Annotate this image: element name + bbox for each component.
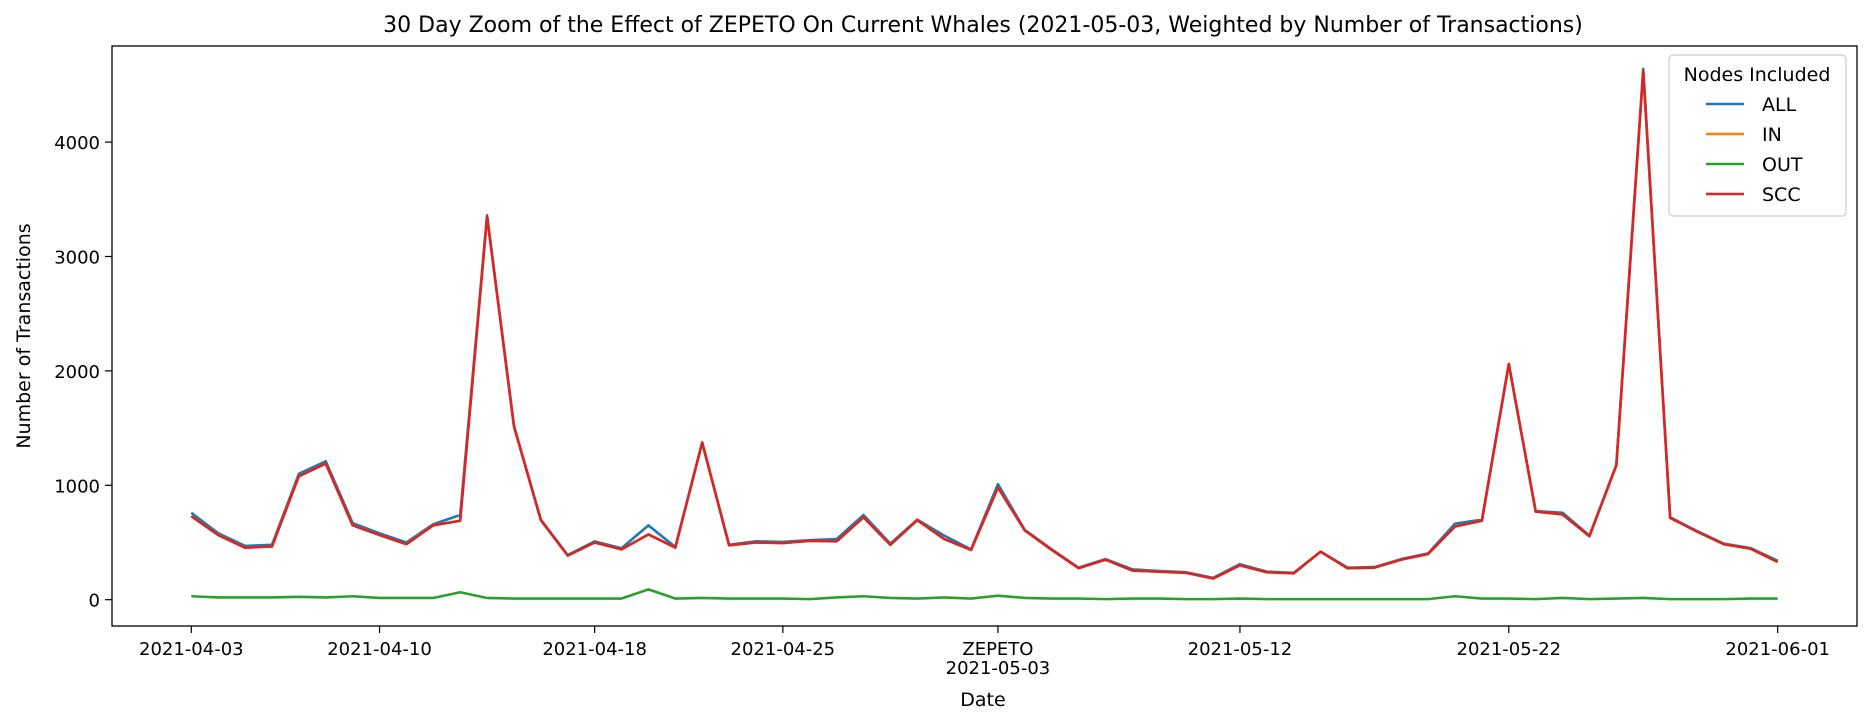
x-tick-label: 2021-06-01 [1725, 639, 1830, 660]
y-tick-label: 1000 [54, 476, 100, 497]
legend-title: Nodes Included [1684, 64, 1831, 86]
x-tick-label: 2021-04-18 [542, 639, 647, 660]
y-tick-label: 2000 [54, 362, 100, 383]
plot-area [111, 45, 1858, 627]
series-line-all [190, 67, 1779, 580]
series-line-out [191, 588, 1778, 601]
series-lines [190, 67, 1779, 601]
x-tick-label: 2021-04-25 [731, 639, 836, 660]
legend-label-all: ALL [1762, 94, 1797, 116]
chart-title: 30 Day Zoom of the Effect of ZEPETO On C… [383, 13, 1583, 38]
legend-label-out: OUT [1762, 154, 1803, 176]
legend-box [1668, 54, 1847, 217]
x-axis-label: Date [960, 689, 1005, 711]
y-tick-label: 3000 [54, 247, 100, 268]
legend-label-in: IN [1762, 124, 1782, 146]
x-tick-label: 2021-05-12 [1188, 639, 1293, 660]
zepeto-tick-label: ZEPETO [962, 639, 1033, 660]
x-axis: 2021-04-03 2021-04-10 2021-04-18 2021-04-25… [139, 626, 1830, 679]
y-axis-label: Number of Transactions [13, 223, 35, 448]
x-tick-label: 2021-04-10 [327, 639, 432, 660]
y-axis: 0 1000 2000 3000 4000 [54, 133, 112, 612]
x-tick-label: 2021-05-03 [946, 658, 1051, 679]
series-line-in [190, 69, 1779, 580]
y-tick-label: 0 [89, 591, 100, 612]
x-tick-label: 2021-05-22 [1457, 639, 1562, 660]
legend: Nodes Included ALL IN OUT SCC [1668, 54, 1847, 217]
series-line-scc [190, 69, 1779, 580]
y-tick-label: 4000 [54, 133, 100, 154]
legend-label-scc: SCC [1762, 184, 1801, 206]
x-tick-label: 2021-04-03 [139, 639, 244, 660]
